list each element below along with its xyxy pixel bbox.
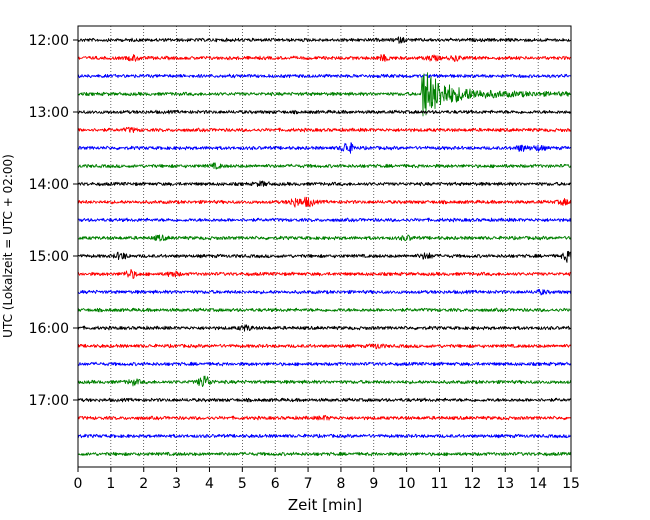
trace-1200 <box>77 36 572 44</box>
x-tick-label: 2 <box>139 476 148 492</box>
trace-1530 <box>77 289 572 296</box>
trace-1445 <box>77 234 572 242</box>
trace-1715 <box>77 414 571 421</box>
x-tick-label: 11 <box>431 476 449 492</box>
x-tick-label: 0 <box>74 476 83 492</box>
x-tick-label: 9 <box>369 476 378 492</box>
trace-1700 <box>77 397 572 403</box>
x-tick-label: 13 <box>496 476 514 492</box>
x-axis-ticks: 0 1 2 3 4 5 6 7 8 9 10 11 12 13 14 15 <box>74 467 580 492</box>
y-tick-label: 12:00 <box>29 33 69 49</box>
x-tick-label: 15 <box>562 476 580 492</box>
y-tick-label: 14:00 <box>29 177 69 193</box>
y-tick-label: 17:00 <box>29 393 69 409</box>
trace-1230 <box>77 73 572 79</box>
y-tick-label: 15:00 <box>29 249 69 265</box>
trace-1215 <box>77 54 572 62</box>
trace-1600 <box>77 324 572 332</box>
trace-1300 <box>77 109 572 115</box>
trace-1745 <box>77 451 572 457</box>
x-tick-label: 7 <box>304 476 313 492</box>
x-tick-label: 1 <box>106 476 115 492</box>
x-tick-label: 8 <box>336 476 345 492</box>
trace-1500 <box>77 250 572 263</box>
plot-frame <box>77 25 572 468</box>
seismogram-traces <box>77 36 572 457</box>
trace-1330 <box>77 142 572 154</box>
x-axis-label: Zeit [min] <box>288 496 362 514</box>
trace-1615 <box>77 343 572 350</box>
y-tick-label: 13:00 <box>29 105 69 121</box>
trace-1430 <box>77 217 572 223</box>
x-tick-label: 14 <box>529 476 547 492</box>
trace-1730 <box>77 433 572 439</box>
y-axis-label: UTC (Lokalzeit = UTC + 02:00) <box>1 154 15 338</box>
trace-1545 <box>77 307 572 313</box>
x-tick-label: 10 <box>398 476 416 492</box>
y-tick-label: 16:00 <box>29 321 69 337</box>
x-tick-label: 5 <box>238 476 247 492</box>
y-axis-ticks: 12:00 13:00 14:00 15:00 16:00 17:00 <box>29 33 78 409</box>
x-tick-label: 12 <box>463 476 481 492</box>
trace-1415 <box>77 196 572 208</box>
trace-1245 <box>77 72 572 117</box>
x-tick-label: 4 <box>205 476 214 492</box>
x-tick-label: 3 <box>172 476 181 492</box>
trace-1645 <box>77 375 572 388</box>
trace-1630 <box>77 361 572 367</box>
x-tick-label: 6 <box>271 476 280 492</box>
trace-1515 <box>77 269 572 279</box>
trace-1400 <box>77 180 572 188</box>
trace-1315 <box>77 126 572 134</box>
trace-1345 <box>78 162 572 170</box>
